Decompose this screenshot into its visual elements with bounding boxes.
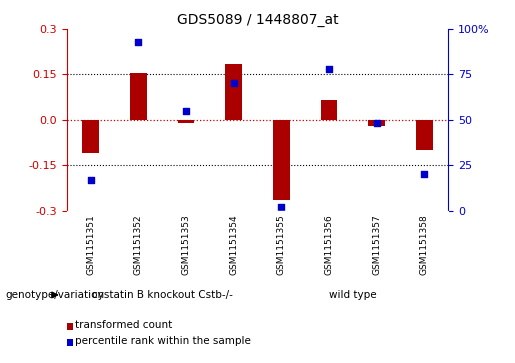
Bar — [368, 120, 385, 126]
Bar — [82, 120, 99, 153]
Point — [134, 39, 143, 45]
Text: GSM1151356: GSM1151356 — [324, 214, 333, 275]
Title: GDS5089 / 1448807_at: GDS5089 / 1448807_at — [177, 13, 338, 26]
Point — [230, 81, 238, 86]
Bar — [178, 120, 194, 123]
Text: GSM1151357: GSM1151357 — [372, 214, 381, 275]
Text: GSM1151353: GSM1151353 — [182, 214, 191, 275]
Text: wild type: wild type — [329, 290, 376, 300]
Point — [420, 171, 428, 177]
Bar — [226, 64, 242, 120]
Text: transformed count: transformed count — [75, 320, 172, 330]
Point — [87, 177, 95, 183]
Point — [277, 204, 285, 210]
Point — [325, 66, 333, 72]
Bar — [130, 73, 147, 120]
Text: GSM1151354: GSM1151354 — [229, 214, 238, 275]
Text: GSM1151358: GSM1151358 — [420, 214, 428, 275]
Bar — [321, 100, 337, 120]
Bar — [273, 120, 289, 200]
Text: percentile rank within the sample: percentile rank within the sample — [75, 336, 251, 346]
Text: cystatin B knockout Cstb-/-: cystatin B knockout Cstb-/- — [92, 290, 233, 300]
Point — [372, 121, 381, 126]
Text: GSM1151352: GSM1151352 — [134, 214, 143, 275]
Text: GSM1151355: GSM1151355 — [277, 214, 286, 275]
Point — [182, 108, 190, 114]
Bar — [416, 120, 433, 150]
Text: genotype/variation: genotype/variation — [5, 290, 104, 300]
Text: GSM1151351: GSM1151351 — [87, 214, 95, 275]
